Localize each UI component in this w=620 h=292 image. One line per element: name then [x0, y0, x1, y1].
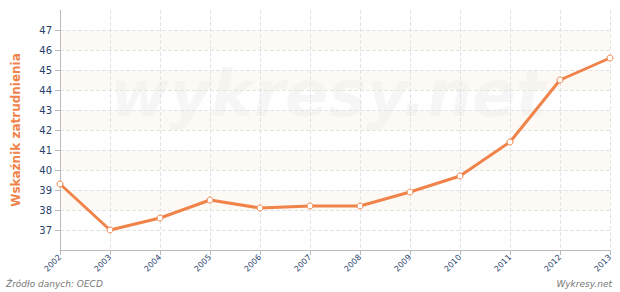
svg-text:2003: 2003: [92, 253, 113, 274]
svg-text:45: 45: [39, 65, 52, 76]
svg-text:Wykresy.net: Wykresy.net: [556, 279, 612, 289]
svg-text:40: 40: [39, 165, 52, 176]
svg-text:2002: 2002: [42, 253, 63, 274]
svg-text:2004: 2004: [142, 253, 163, 274]
svg-text:2008: 2008: [342, 253, 363, 274]
svg-text:42: 42: [39, 125, 52, 136]
svg-text:2009: 2009: [392, 253, 413, 274]
svg-text:2010: 2010: [442, 253, 463, 274]
svg-text:39: 39: [39, 185, 52, 196]
svg-text:2006: 2006: [242, 253, 263, 274]
svg-text:2011: 2011: [492, 253, 513, 274]
svg-text:Źródło danych: OECD: Źródło danych: OECD: [5, 278, 103, 289]
svg-text:47: 47: [39, 25, 52, 36]
svg-text:43: 43: [39, 105, 52, 116]
svg-text:2007: 2007: [292, 253, 313, 274]
svg-text:44: 44: [39, 85, 52, 96]
svg-text:2005: 2005: [192, 253, 213, 274]
svg-text:38: 38: [39, 205, 52, 216]
svg-text:46: 46: [39, 45, 52, 56]
svg-text:wykresy.net: wykresy.net: [110, 57, 547, 131]
svg-text:2012: 2012: [542, 253, 563, 274]
svg-text:2013: 2013: [592, 253, 613, 274]
svg-text:Wskaźnik zatrudnienia: Wskaźnik zatrudnienia: [9, 53, 23, 207]
svg-text:41: 41: [39, 145, 52, 156]
svg-text:37: 37: [39, 225, 52, 236]
